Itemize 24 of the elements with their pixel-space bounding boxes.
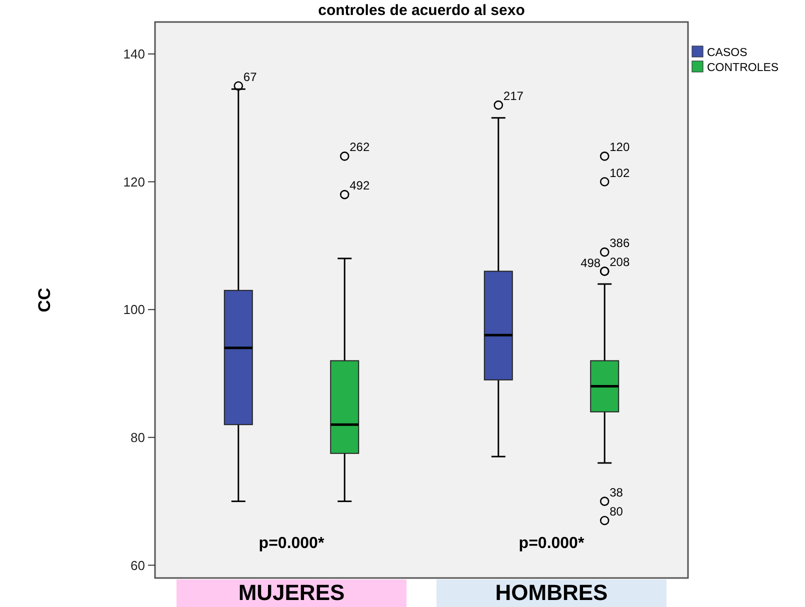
annotation: 208 [610,255,630,270]
y-tick-label: 80 [130,430,145,445]
annotation: 492 [350,178,370,193]
annotation: 498 [580,256,601,270]
annotation: 67 [243,70,258,84]
legend-label: CONTROLES [707,62,779,74]
annotation: p=0.000* [258,535,325,552]
y-tick-label: 140 [123,46,145,62]
annotation: 217 [503,89,524,104]
y-tick-label: 120 [123,174,145,190]
annotation: 262 [350,140,370,154]
annotation: 80 [610,504,624,518]
x-tick-label: MUJERES [238,580,345,605]
x-tick-label: HOMBRES [495,580,608,605]
y-tick-label: 100 [123,302,145,318]
annotation: 38 [610,485,624,500]
chart-title: controles de acuerdo al sexo [318,2,525,19]
annotation: 386 [610,236,630,250]
annotation: 120 [610,140,630,154]
legend-label: CASOS [707,47,748,59]
y-axis-title: CC [35,288,54,312]
annotation: p=0.000* [518,535,585,552]
annotation: 102 [610,166,630,180]
y-tick-label: 60 [130,558,145,573]
